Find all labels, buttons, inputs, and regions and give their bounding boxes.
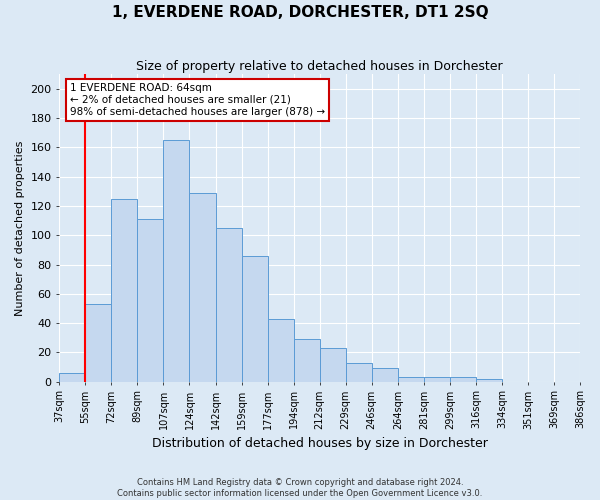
Text: Contains HM Land Registry data © Crown copyright and database right 2024.
Contai: Contains HM Land Registry data © Crown c… bbox=[118, 478, 482, 498]
Bar bbox=[320, 348, 346, 382]
Bar bbox=[163, 140, 190, 382]
Title: Size of property relative to detached houses in Dorchester: Size of property relative to detached ho… bbox=[136, 60, 503, 73]
X-axis label: Distribution of detached houses by size in Dorchester: Distribution of detached houses by size … bbox=[152, 437, 488, 450]
Bar bbox=[85, 304, 112, 382]
Bar bbox=[372, 368, 398, 382]
Text: 1, EVERDENE ROAD, DORCHESTER, DT1 2SQ: 1, EVERDENE ROAD, DORCHESTER, DT1 2SQ bbox=[112, 5, 488, 20]
Bar bbox=[450, 378, 476, 382]
Bar bbox=[59, 373, 85, 382]
Bar bbox=[268, 318, 293, 382]
Bar bbox=[190, 193, 215, 382]
Bar bbox=[424, 378, 450, 382]
Y-axis label: Number of detached properties: Number of detached properties bbox=[15, 140, 25, 316]
Bar bbox=[293, 339, 320, 382]
Text: 1 EVERDENE ROAD: 64sqm
← 2% of detached houses are smaller (21)
98% of semi-deta: 1 EVERDENE ROAD: 64sqm ← 2% of detached … bbox=[70, 84, 325, 116]
Bar bbox=[215, 228, 242, 382]
Bar bbox=[137, 219, 163, 382]
Bar bbox=[346, 362, 372, 382]
Bar bbox=[112, 198, 137, 382]
Bar bbox=[242, 256, 268, 382]
Bar bbox=[398, 378, 424, 382]
Bar bbox=[476, 378, 502, 382]
